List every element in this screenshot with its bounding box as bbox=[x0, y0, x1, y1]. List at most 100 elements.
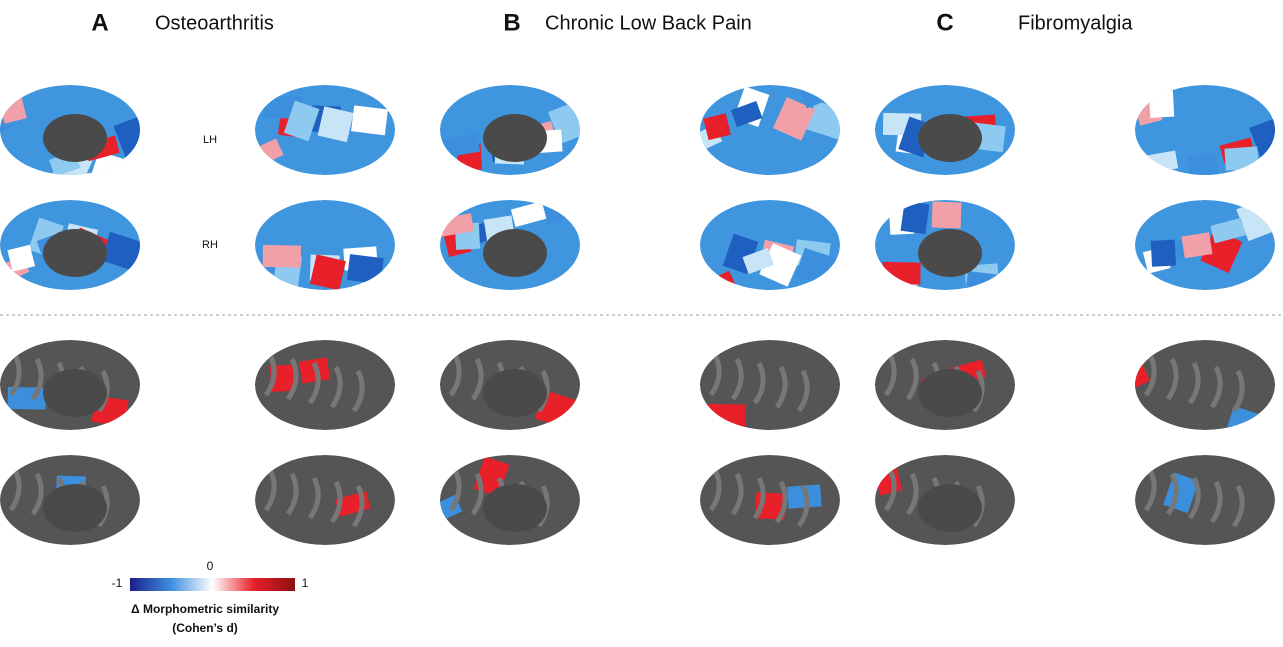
region bbox=[1148, 90, 1175, 118]
brain-surface bbox=[1135, 340, 1275, 430]
sulcus bbox=[448, 353, 462, 397]
brain bbox=[440, 85, 580, 175]
sulcus bbox=[329, 365, 343, 409]
region bbox=[113, 113, 140, 158]
region bbox=[1249, 115, 1275, 160]
region bbox=[440, 133, 481, 158]
region bbox=[1224, 146, 1259, 171]
region bbox=[900, 200, 930, 235]
region bbox=[1150, 239, 1177, 267]
colorbar bbox=[130, 578, 295, 591]
sulcus bbox=[708, 468, 722, 512]
panel-label: C bbox=[936, 9, 953, 36]
brain bbox=[255, 85, 395, 175]
brain bbox=[700, 455, 840, 545]
region bbox=[1138, 150, 1179, 175]
sulcus bbox=[708, 353, 722, 397]
brain bbox=[255, 455, 395, 545]
sulcus bbox=[96, 484, 110, 528]
sulcus bbox=[8, 468, 22, 512]
region bbox=[742, 247, 775, 275]
brain bbox=[255, 340, 395, 430]
midline bbox=[918, 369, 982, 417]
region bbox=[730, 100, 763, 128]
sulcus bbox=[351, 484, 365, 528]
midline bbox=[483, 369, 547, 417]
brain bbox=[700, 85, 840, 175]
sulcus bbox=[905, 357, 919, 401]
brain bbox=[1135, 340, 1275, 430]
sulcus bbox=[30, 357, 44, 401]
region bbox=[346, 254, 384, 285]
sulcus bbox=[285, 357, 299, 401]
region bbox=[309, 254, 346, 290]
sulcus bbox=[1209, 365, 1223, 409]
sulcus bbox=[448, 468, 462, 512]
sulcus bbox=[307, 476, 321, 520]
brain bbox=[875, 455, 1015, 545]
sulcus bbox=[1231, 484, 1245, 528]
sulcus bbox=[470, 472, 484, 516]
sulcus bbox=[1187, 476, 1201, 520]
sulcus bbox=[30, 472, 44, 516]
midline bbox=[483, 484, 547, 532]
midline bbox=[483, 114, 547, 162]
sulcus bbox=[307, 361, 321, 405]
hemisphere-label: LH bbox=[203, 134, 217, 146]
region bbox=[964, 270, 1002, 290]
sulcus bbox=[1209, 480, 1223, 524]
sulcus bbox=[883, 353, 897, 397]
sulcus bbox=[263, 353, 277, 397]
midline bbox=[43, 114, 107, 162]
sulcus bbox=[1143, 353, 1157, 397]
brain bbox=[440, 200, 580, 290]
sulcus bbox=[285, 472, 299, 516]
region bbox=[510, 201, 547, 227]
brain bbox=[875, 200, 1015, 290]
brain-views bbox=[0, 85, 1275, 545]
brain bbox=[0, 340, 140, 430]
sulcus bbox=[1231, 369, 1245, 413]
sulcus bbox=[796, 484, 810, 528]
region bbox=[882, 261, 921, 285]
brain bbox=[875, 85, 1015, 175]
brain-surface bbox=[255, 340, 395, 430]
sulcus bbox=[263, 468, 277, 512]
panel-title: Osteoarthritis bbox=[155, 12, 274, 34]
sulcus bbox=[1187, 361, 1201, 405]
sulcus bbox=[351, 369, 365, 413]
sulcus bbox=[730, 472, 744, 516]
region bbox=[931, 201, 962, 229]
brain-surface bbox=[255, 455, 395, 545]
region bbox=[1135, 364, 1151, 391]
sulcus bbox=[752, 361, 766, 405]
midline bbox=[918, 229, 982, 277]
sulcus bbox=[1165, 472, 1179, 516]
panel-label: B bbox=[503, 9, 520, 36]
colorbar-tick: 0 bbox=[207, 559, 214, 573]
sulcus bbox=[971, 484, 985, 528]
brain bbox=[1135, 200, 1275, 290]
sulcus bbox=[796, 369, 810, 413]
brain bbox=[440, 455, 580, 545]
region bbox=[703, 113, 731, 141]
midline bbox=[43, 229, 107, 277]
panel-label: A bbox=[91, 9, 108, 36]
brain bbox=[0, 85, 140, 175]
colorbar-tick: -1 bbox=[112, 576, 123, 590]
colorbar-tick: 1 bbox=[302, 576, 309, 590]
brain bbox=[440, 340, 580, 430]
hemisphere-label: RH bbox=[202, 239, 218, 251]
midline bbox=[483, 229, 547, 277]
brain bbox=[0, 455, 140, 545]
sulcus bbox=[329, 480, 343, 524]
sulcus bbox=[536, 484, 550, 528]
sulcus bbox=[774, 365, 788, 409]
sulcus bbox=[774, 480, 788, 524]
brain bbox=[875, 340, 1015, 430]
midline bbox=[918, 484, 982, 532]
brain bbox=[1135, 85, 1275, 175]
brain bbox=[700, 340, 840, 430]
region bbox=[707, 403, 746, 427]
